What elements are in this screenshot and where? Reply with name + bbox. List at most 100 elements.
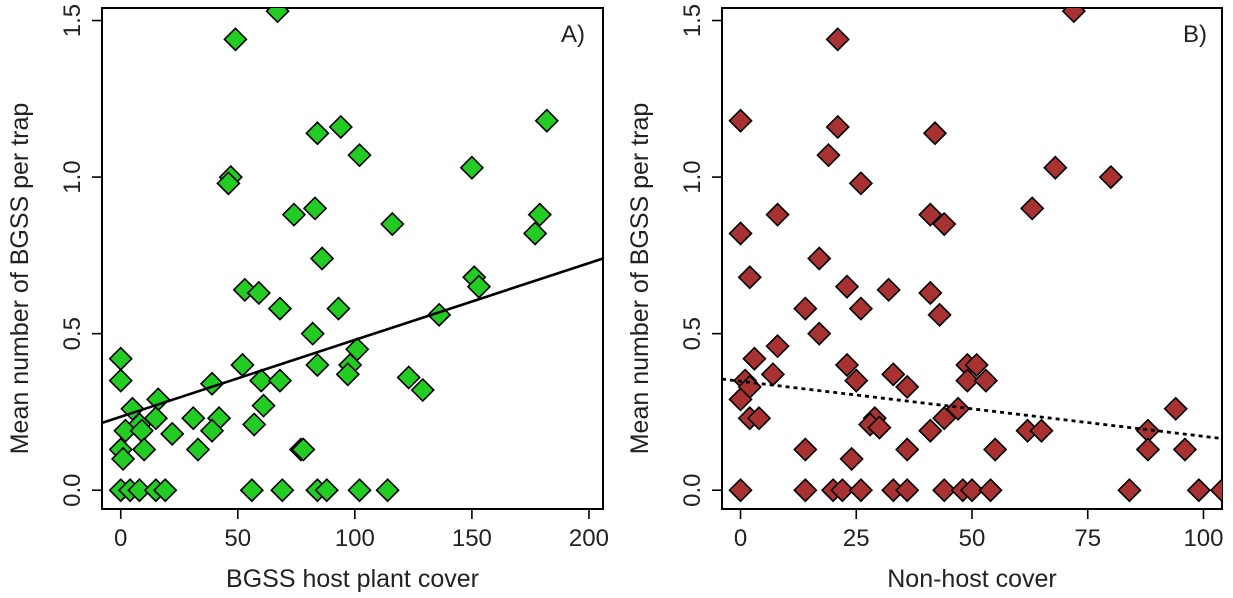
data-point (1098, 164, 1124, 190)
data-point (527, 202, 552, 227)
y-tick-label: 1.5 (59, 4, 86, 37)
y-tick-label: 0.0 (59, 474, 86, 507)
data-point (830, 478, 855, 503)
data-point (160, 421, 185, 446)
data-point (223, 27, 248, 52)
data-point (895, 374, 920, 400)
x-tick-label: 200 (569, 525, 609, 552)
panel-label: B) (1183, 21, 1207, 48)
data-point (108, 346, 133, 371)
data-point (1163, 396, 1188, 421)
data-point (466, 274, 492, 299)
data-point (347, 478, 372, 503)
data-point (181, 406, 206, 431)
trend-line (102, 257, 603, 425)
data-point (807, 321, 832, 346)
data-point (848, 478, 874, 503)
data-point (793, 296, 818, 321)
data-point (728, 221, 753, 246)
data-point (816, 143, 841, 168)
x-tick-label: 0 (734, 525, 747, 552)
y-tick-label: 1.0 (679, 160, 706, 193)
x-axis-label: Non-host cover (887, 565, 1057, 593)
data-point (300, 321, 325, 346)
x-tick-label: 25 (843, 525, 870, 552)
data-point (825, 27, 850, 52)
data-point (110, 446, 136, 472)
y-tick-label: 0.5 (59, 317, 86, 350)
data-point (267, 296, 293, 321)
plot-area (722, 8, 1222, 503)
data-point (895, 437, 920, 462)
data-point (932, 211, 957, 237)
data-point (895, 478, 920, 503)
x-tick-label: 150 (452, 525, 492, 552)
data-point (314, 478, 339, 503)
data-point (153, 478, 178, 503)
data-point (839, 446, 864, 472)
data-point (922, 121, 948, 146)
data-point (728, 387, 753, 412)
data-point (918, 418, 943, 443)
data-point (728, 478, 753, 503)
data-point (239, 478, 264, 503)
data-point (1135, 437, 1161, 462)
data-point (728, 108, 753, 133)
data-point (267, 368, 293, 393)
y-axis-label: Mean number of BGSS per trap (6, 103, 34, 455)
data-point (113, 418, 138, 443)
data-point (242, 412, 267, 437)
data-point (246, 280, 271, 306)
data-point (305, 121, 330, 146)
data-point (216, 171, 241, 196)
data-point (844, 368, 869, 393)
data-point (302, 196, 328, 221)
x-tick-label: 100 (1183, 525, 1223, 552)
data-point (834, 274, 860, 299)
data-point (1117, 478, 1142, 503)
data-point (185, 437, 211, 462)
data-point (927, 302, 952, 327)
data-point (807, 246, 832, 271)
data-point (1186, 478, 1211, 503)
data-point (793, 437, 818, 462)
data-point (199, 418, 225, 443)
data-point (973, 368, 999, 393)
x-tick-label: 50 (224, 525, 251, 552)
data-point (459, 155, 485, 180)
data-point (309, 246, 335, 271)
plot-area (102, 8, 603, 503)
data-point (918, 280, 943, 306)
data-point (396, 365, 421, 390)
x-axis-label: BGSS host plant cover (226, 565, 479, 593)
trend-line (722, 377, 1222, 440)
data-point (251, 393, 276, 418)
data-point (765, 334, 790, 359)
data-point (932, 478, 957, 503)
data-point (918, 202, 943, 227)
y-tick-label: 1.0 (59, 160, 86, 193)
data-point (1172, 437, 1198, 462)
data-point (281, 202, 307, 227)
data-point (825, 114, 850, 140)
data-point (270, 478, 295, 503)
data-point (881, 362, 906, 387)
data-point (737, 265, 762, 290)
data-point (305, 352, 330, 378)
x-tick-label: 100 (335, 525, 375, 552)
data-point (127, 478, 152, 503)
data-point (978, 478, 1003, 503)
data-point (291, 437, 316, 462)
x-tick-label: 50 (959, 525, 986, 552)
data-point (932, 406, 957, 431)
data-point (876, 277, 901, 302)
data-point (410, 377, 435, 403)
data-point (108, 368, 133, 393)
data-point (1209, 478, 1222, 503)
data-point (765, 202, 790, 227)
panel-a: 0 50 100 150 200 0.0 0.5 1.0 1.5 BGSS host plant … (6, 4, 609, 593)
data-point (335, 362, 360, 387)
data-point (983, 437, 1008, 462)
data-point (848, 171, 874, 196)
